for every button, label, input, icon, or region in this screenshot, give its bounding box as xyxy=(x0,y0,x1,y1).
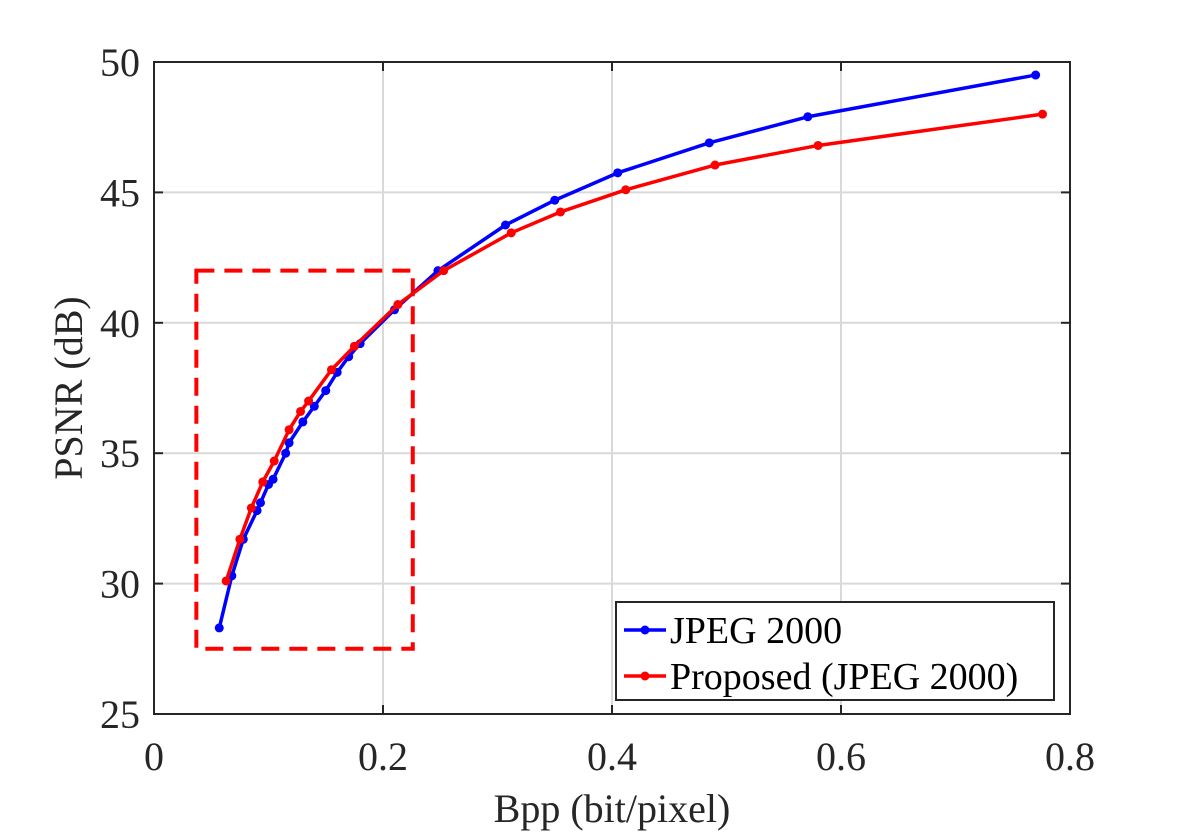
data-point xyxy=(296,406,306,416)
y-tick-label: 50 xyxy=(100,40,140,85)
x-tick-label: 0.6 xyxy=(816,734,866,779)
grid-lines xyxy=(154,62,1070,714)
legend-label: Proposed (JPEG 2000) xyxy=(670,656,1018,698)
axis-ticks: 0 0.2 0.4 0.6 0.8 25 30 35 40 45 50 xyxy=(100,40,1095,779)
data-point xyxy=(710,160,720,170)
data-point xyxy=(304,396,314,406)
data-point xyxy=(613,168,623,178)
data-point xyxy=(284,425,294,435)
data-point xyxy=(284,438,294,448)
y-tick-label: 40 xyxy=(100,301,140,346)
data-point xyxy=(269,456,279,466)
series-proposed xyxy=(221,109,1048,586)
data-point xyxy=(281,448,291,458)
y-tick-label: 35 xyxy=(100,431,140,476)
legend-swatch-marker xyxy=(640,671,650,681)
data-point xyxy=(221,576,231,586)
series-line xyxy=(224,112,1043,582)
y-tick-label: 25 xyxy=(100,692,140,737)
data-point xyxy=(268,474,278,484)
dashed-zoom-rectangle xyxy=(194,268,415,651)
data-point xyxy=(349,341,359,351)
data-point xyxy=(298,417,308,427)
x-tick-label: 0.2 xyxy=(358,734,408,779)
data-point xyxy=(1031,70,1041,80)
data-point xyxy=(813,140,823,150)
data-point xyxy=(235,534,245,544)
data-point xyxy=(506,228,516,238)
data-point xyxy=(803,112,813,122)
x-tick-label: 0 xyxy=(144,734,164,779)
data-point xyxy=(1038,109,1048,119)
data-point xyxy=(321,386,331,396)
data-point xyxy=(555,207,565,217)
data-point xyxy=(550,195,560,205)
legend-swatch-marker xyxy=(640,625,650,635)
annotations xyxy=(194,268,415,651)
data-series xyxy=(214,70,1048,633)
x-tick-label: 0.8 xyxy=(1045,734,1095,779)
x-tick-label: 0.4 xyxy=(587,734,637,779)
legend-label: JPEG 2000 xyxy=(670,610,842,652)
data-point xyxy=(704,138,714,148)
data-point xyxy=(439,266,449,276)
data-point xyxy=(309,401,319,411)
data-point xyxy=(621,185,631,195)
y-tick-label: 45 xyxy=(100,170,140,215)
y-axis-label: PSNR (dB) xyxy=(46,296,91,479)
data-point xyxy=(326,365,336,375)
data-point xyxy=(501,220,511,230)
data-point xyxy=(255,498,265,508)
y-tick-label: 30 xyxy=(100,562,140,607)
data-point xyxy=(393,300,403,310)
legend-box xyxy=(615,601,1055,701)
data-point xyxy=(214,623,224,633)
data-point xyxy=(258,477,268,487)
data-point xyxy=(246,503,256,513)
x-axis-label: Bpp (bit/pixel) xyxy=(494,786,731,831)
